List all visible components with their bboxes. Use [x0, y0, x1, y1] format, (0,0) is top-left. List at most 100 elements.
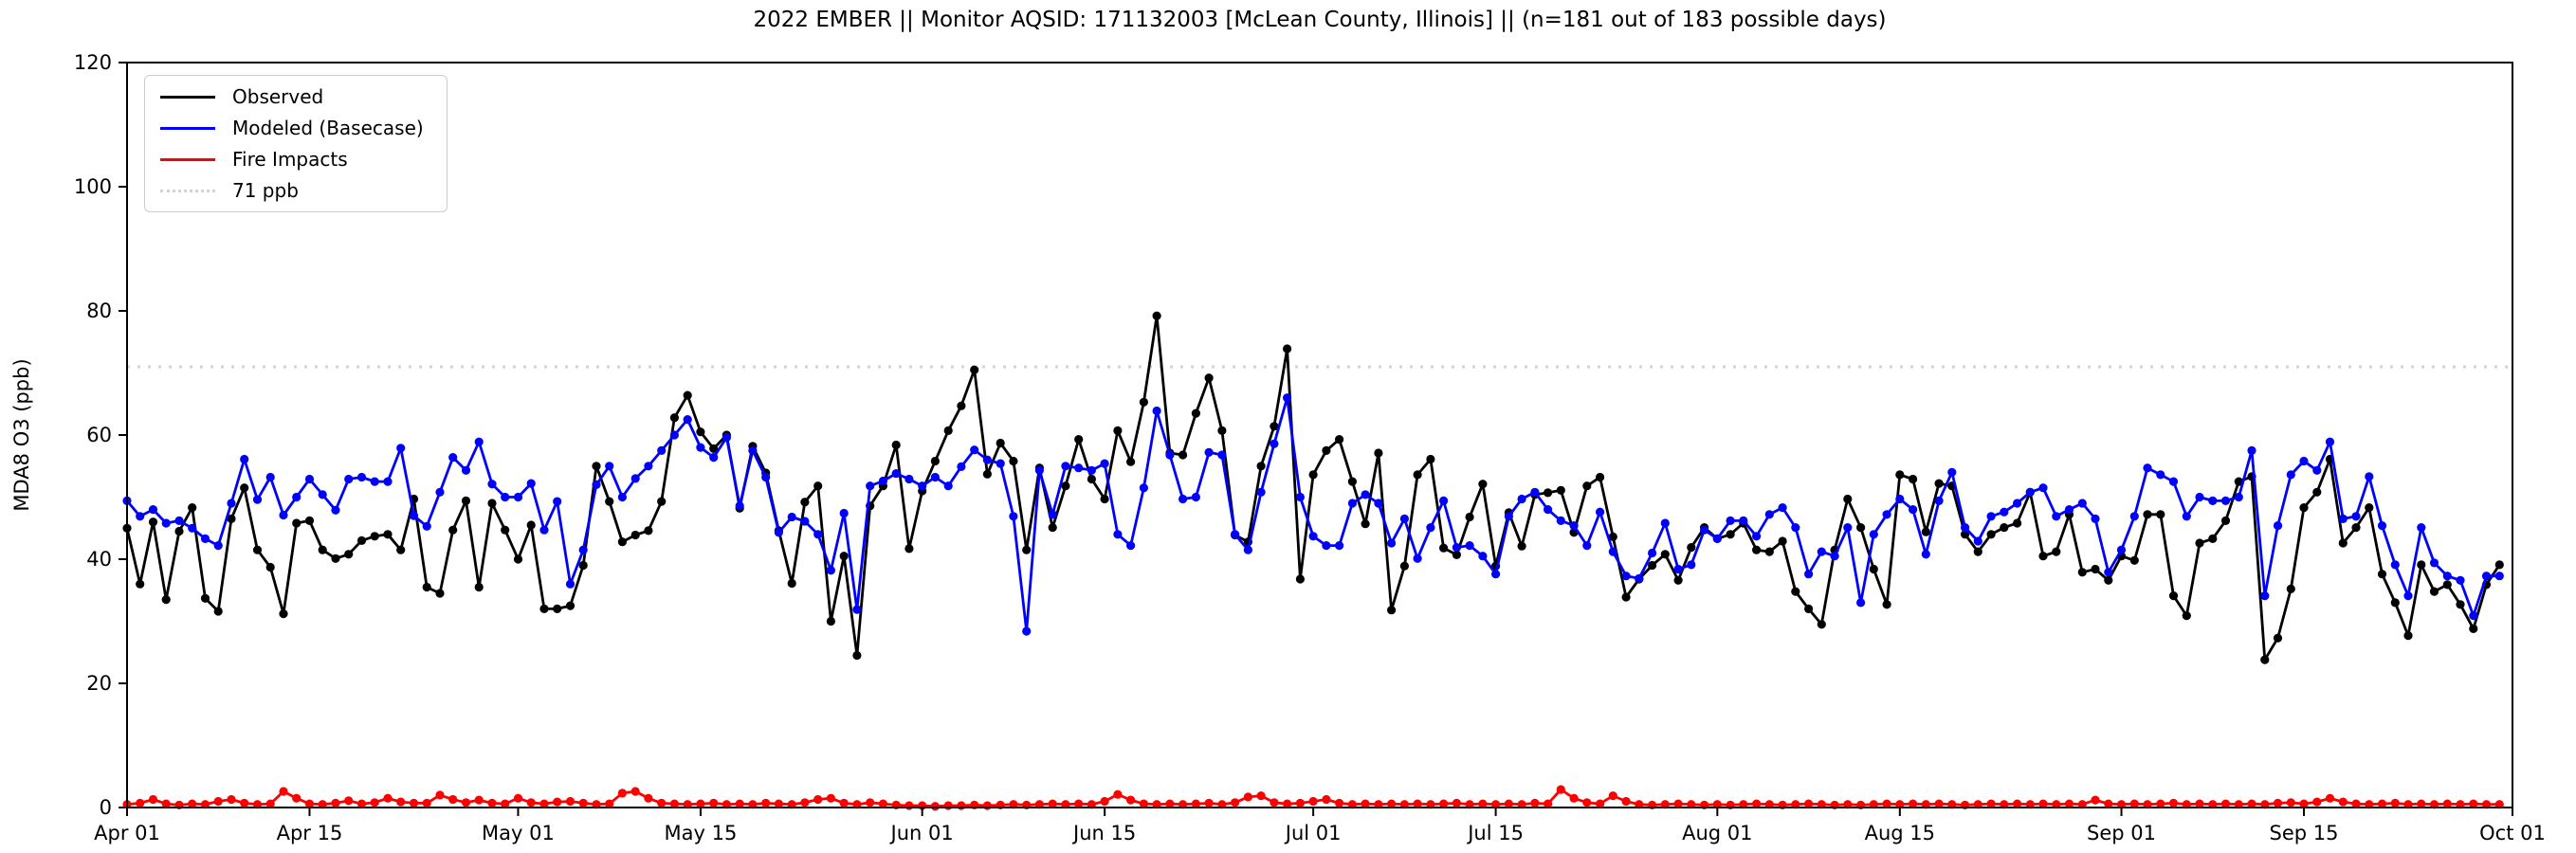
data-point [630, 787, 640, 796]
data-point [1817, 620, 1826, 629]
y-tick-label: 80 [86, 299, 112, 322]
y-axis-label: MDA8 O3 (ppb) [10, 358, 33, 511]
data-point [813, 481, 823, 491]
data-point [1504, 512, 1513, 521]
data-point [1243, 792, 1252, 802]
data-point [813, 530, 823, 539]
x-tick-label: Apr 15 [277, 822, 343, 844]
data-point [1217, 426, 1227, 435]
data-point [279, 787, 288, 796]
data-point [1191, 799, 1200, 808]
data-point [2456, 575, 2465, 585]
data-point [1191, 408, 1200, 418]
data-point [2260, 655, 2270, 664]
data-point [878, 799, 888, 808]
data-point [2403, 631, 2413, 641]
data-point [539, 604, 549, 614]
data-point [761, 472, 771, 482]
data-point [1921, 527, 1930, 536]
data-point [1791, 587, 1800, 596]
data-point [1439, 799, 1449, 808]
data-point [1243, 545, 1252, 554]
data-point [2091, 795, 2100, 805]
data-point [304, 516, 315, 526]
data-point [1673, 564, 1683, 574]
data-point [1126, 541, 1136, 551]
data-point [852, 605, 862, 614]
data-point [356, 472, 367, 482]
data-point [605, 462, 614, 471]
data-point [240, 454, 249, 464]
data-point [2208, 534, 2218, 544]
data-point [2129, 512, 2139, 521]
data-point [2168, 591, 2179, 601]
data-point [279, 510, 288, 520]
data-point [2469, 624, 2478, 634]
data-point [161, 595, 171, 605]
data-point [1387, 799, 1397, 808]
data-point [644, 462, 653, 471]
data-point [1569, 521, 1579, 531]
data-point [265, 562, 275, 572]
data-point [2038, 483, 2048, 493]
data-point [279, 609, 288, 619]
data-point [1673, 575, 1683, 585]
data-point [304, 799, 315, 808]
data-point [918, 481, 927, 491]
data-point [501, 525, 510, 535]
data-point [2156, 470, 2165, 480]
data-point [2182, 611, 2191, 621]
data-point [1308, 470, 1318, 480]
data-point [2469, 799, 2478, 808]
data-point [1022, 626, 1032, 636]
data-point [2052, 547, 2061, 556]
data-point [800, 498, 810, 507]
data-point [644, 793, 653, 803]
data-point [2351, 523, 2361, 533]
data-point [513, 492, 523, 502]
data-point [1739, 516, 1748, 526]
data-point [1347, 499, 1357, 508]
data-point [213, 796, 223, 807]
data-point [344, 550, 354, 559]
data-point [1608, 791, 1617, 801]
data-point [1895, 470, 1905, 480]
data-point [709, 444, 719, 453]
data-point [2116, 545, 2127, 554]
data-point [1465, 512, 1474, 522]
data-point [2091, 514, 2100, 524]
data-point [2312, 465, 2322, 475]
data-point [1087, 465, 1096, 475]
data-point [1465, 541, 1474, 551]
data-point [292, 492, 301, 502]
data-point [1335, 435, 1344, 445]
data-point [1413, 799, 1422, 808]
data-point [2013, 518, 2022, 528]
data-point [2156, 510, 2165, 519]
data-point [1399, 561, 1409, 571]
data-point [1009, 456, 1018, 466]
data-point [148, 505, 158, 515]
data-point [1635, 573, 1644, 583]
data-point [513, 554, 523, 564]
data-point [252, 545, 263, 554]
data-point [709, 453, 719, 463]
data-point [1295, 492, 1305, 502]
data-point [1283, 344, 1292, 354]
data-point [1986, 530, 1996, 539]
data-point [2064, 505, 2074, 515]
data-point [370, 477, 379, 486]
data-point [1621, 572, 1631, 581]
data-point [2299, 456, 2309, 466]
data-point [448, 794, 458, 805]
data-point [539, 799, 549, 808]
data-point [774, 528, 784, 537]
y-tick-label: 100 [74, 175, 112, 198]
data-point [2390, 560, 2400, 570]
data-point [800, 798, 810, 808]
data-point [1322, 541, 1331, 551]
data-point [383, 477, 393, 486]
data-point [2403, 591, 2413, 601]
data-point [1387, 538, 1397, 548]
data-point [344, 474, 354, 484]
